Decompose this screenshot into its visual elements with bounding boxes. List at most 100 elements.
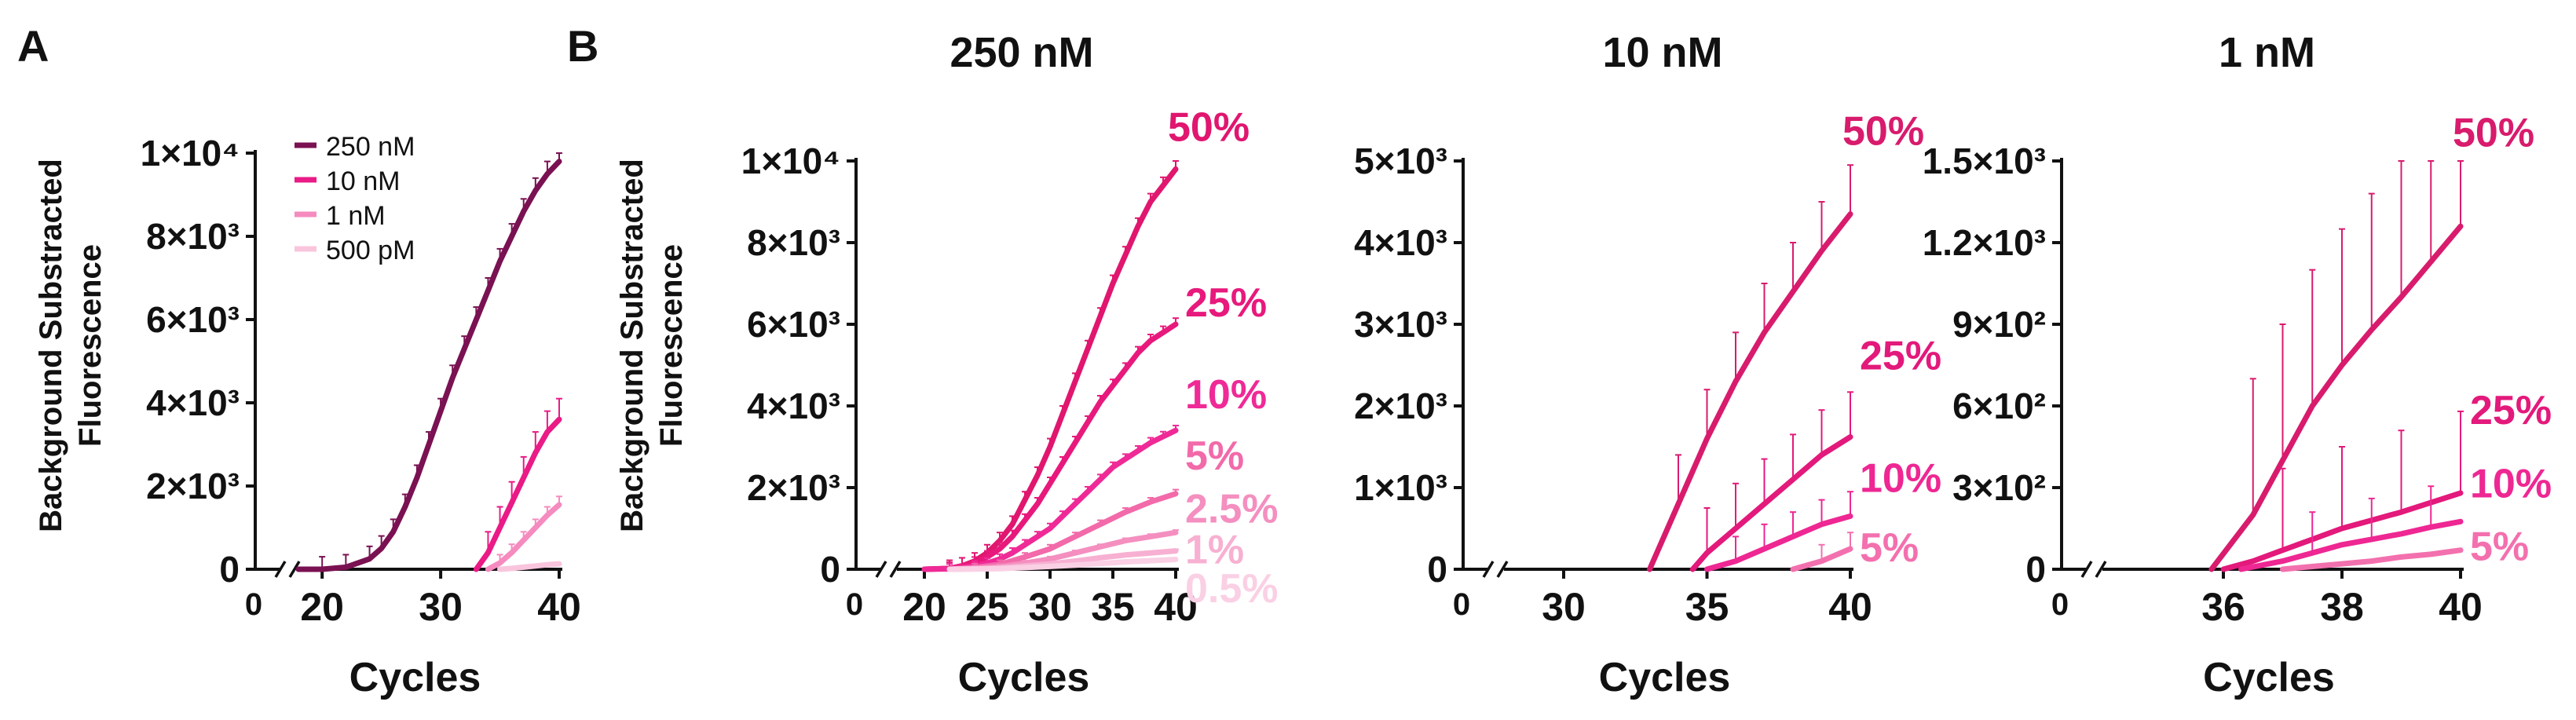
chart-b2-series-label: 25% xyxy=(1860,334,1941,379)
chart-b1-series-label: 25% xyxy=(1185,280,1267,326)
chart-b3-y-tick-label: 3×10² xyxy=(1952,467,2046,508)
chart-b3-series-line xyxy=(2238,518,2464,572)
chart-b1-axis-break-mark xyxy=(889,561,902,578)
chart-a-x-tick-label: 20 xyxy=(300,585,344,629)
chart-a-series-line xyxy=(485,502,562,572)
chart-panel-a: 0 2×10³ 4×10³ 6×10³ 8×10³ 1×10⁴ 0 20 30 40 Cycles 2… xyxy=(141,132,581,700)
chart-a-series-line xyxy=(473,416,562,572)
y-axis-label-a-line2: Fluorescence xyxy=(73,244,108,447)
chart-a-y-tick-label: 6×10³ xyxy=(146,299,240,340)
chart-b2-x-tick-label: 30 xyxy=(1542,585,1586,629)
chart-b1-series-label: 10% xyxy=(1185,372,1267,418)
chart-b3-series-line xyxy=(2220,490,2464,572)
chart-panel-b-250nm: 250 nM 0 2×10³ 4×10³ 6×10³ 8×10³ 1×10⁴ 0 20 25 30 3… xyxy=(741,29,1279,700)
chart-b2-x-tick-label: 40 xyxy=(1828,585,1872,629)
chart-b3-y-tick-label: 6×10² xyxy=(1952,386,2046,426)
chart-b1-y-tick-label: 6×10³ xyxy=(747,304,840,345)
chart-b1-x-tick-label: 40 xyxy=(1154,585,1198,629)
chart-b3-y-tick-label: 9×10² xyxy=(1952,304,2046,345)
y-axis-label-a-line1: Background Substracted xyxy=(34,159,68,532)
chart-b1-x-tick-label: 35 xyxy=(1091,585,1135,629)
chart-b2-y-tick-label: 4×10³ xyxy=(1354,222,1447,263)
chart-b3-x-tick-label: 40 xyxy=(2439,585,2483,629)
y-axis-label-b-line2: Fluorescence xyxy=(654,244,689,447)
chart-b1-x-axis-label: Cycles xyxy=(958,655,1090,700)
chart-b2-x-axis-label: Cycles xyxy=(1599,655,1731,700)
chart-b3-series-line xyxy=(2208,223,2464,572)
chart-b3-axis-break-mark xyxy=(2080,561,2093,578)
chart-b3-x-tick-label: 38 xyxy=(2320,585,2364,629)
chart-a-series-line xyxy=(497,561,562,572)
chart-a-legend-label: 500 pM xyxy=(326,236,415,265)
chart-a-y-tick-label: 4×10³ xyxy=(146,382,240,423)
chart-a-series-line xyxy=(295,159,562,572)
chart-a-x-axis-label: Cycles xyxy=(349,655,481,700)
chart-b3-y-tick-label: 1.2×10³ xyxy=(1923,222,2046,263)
chart-b3-x-zero-label: 0 xyxy=(2051,587,2069,622)
chart-b2-series-line xyxy=(1689,434,1853,572)
chart-b1-series-label: 2.5% xyxy=(1185,487,1279,532)
chart-b1-x-zero-label: 0 xyxy=(846,587,863,622)
chart-b3-y-tick-label: 1.5×10³ xyxy=(1923,141,2046,181)
chart-b2-title: 10 nM xyxy=(1602,29,1722,76)
chart-a-y-tick-label: 1×10⁴ xyxy=(141,133,240,174)
chart-b2-y-tick-label: 5×10³ xyxy=(1354,141,1447,181)
chart-a-y-tick-label: 0 xyxy=(219,549,240,590)
chart-a-legend-label: 10 nM xyxy=(326,166,401,196)
y-axis-label-b-line1: Background Substracted xyxy=(615,159,649,532)
chart-b3-series-label: 25% xyxy=(2470,388,2552,433)
chart-a-axis-break-mark xyxy=(288,561,301,578)
panel-label-b: B xyxy=(567,21,598,71)
chart-panel-b-1nm: 1 nM 0 3×10² 6×10² 9×10² 1.2×10³ 1.5×10³ 0 36 38 4… xyxy=(1923,29,2552,700)
chart-a-x-zero-label: 0 xyxy=(245,587,262,622)
chart-b2-x-zero-label: 0 xyxy=(1453,587,1470,622)
chart-b2-y-tick-label: 3×10³ xyxy=(1354,304,1447,345)
chart-b1-series-label: 50% xyxy=(1168,104,1250,150)
chart-b1-y-tick-label: 1×10⁴ xyxy=(741,141,840,181)
chart-a-legend-label: 250 nM xyxy=(326,132,415,162)
chart-b3-series-label: 10% xyxy=(2470,462,2552,507)
chart-a-x-tick-label: 30 xyxy=(419,585,463,629)
chart-b1-series-line xyxy=(921,321,1179,572)
chart-b2-y-tick-label: 0 xyxy=(1427,549,1447,590)
chart-a-axis-break-mark xyxy=(274,561,287,578)
chart-b3-y-tick-label: 0 xyxy=(2025,549,2046,590)
chart-b1-y-tick-label: 8×10³ xyxy=(747,222,840,263)
chart-b2-y-tick-label: 1×10³ xyxy=(1354,467,1447,508)
chart-b2-x-tick-label: 35 xyxy=(1685,585,1729,629)
chart-b2-y-tick-label: 2×10³ xyxy=(1354,386,1447,426)
chart-b1-series-label: 1% xyxy=(1185,528,1244,573)
chart-b3-x-tick-label: 36 xyxy=(2201,585,2245,629)
chart-b1-series-line xyxy=(946,557,1179,572)
chart-b1-series-label: 0.5% xyxy=(1185,566,1279,612)
chart-b1-y-tick-label: 2×10³ xyxy=(747,467,840,508)
chart-b3-axis-break-mark xyxy=(2095,561,2107,578)
chart-b1-y-tick-label: 0 xyxy=(820,549,840,590)
chart-b2-series-label: 5% xyxy=(1860,525,1919,571)
chart-b1-series-line xyxy=(921,427,1179,572)
chart-b3-x-axis-label: Cycles xyxy=(2203,655,2335,700)
chart-b2-series-label: 50% xyxy=(1842,109,1924,155)
chart-b3-series-label: 50% xyxy=(2453,110,2534,155)
chart-b3-series-label: 5% xyxy=(2470,524,2529,569)
chart-b2-axis-break-mark xyxy=(1482,561,1495,578)
chart-b2-axis-break-mark xyxy=(1496,561,1509,578)
chart-b1-x-tick-label: 20 xyxy=(902,585,946,629)
chart-b3-series-line xyxy=(2280,547,2464,572)
chart-panel-b-10nm: 10 nM 0 1×10³ 2×10³ 3×10³ 4×10³ 5×10³ 0 30 35 40 Cy… xyxy=(1354,29,1941,700)
chart-b1-series-label: 5% xyxy=(1185,433,1244,479)
chart-a-legend-label: 1 nM xyxy=(326,201,386,231)
chart-b2-series-line xyxy=(1704,513,1853,572)
chart-a-x-tick-label: 40 xyxy=(537,585,581,629)
chart-b3-title: 1 nM xyxy=(2219,29,2315,76)
chart-b1-title: 250 nM xyxy=(950,29,1093,76)
chart-a-y-tick-label: 2×10³ xyxy=(146,466,240,506)
chart-b1-axis-break-mark xyxy=(875,561,887,578)
chart-b1-y-tick-label: 4×10³ xyxy=(747,386,840,426)
chart-a-y-tick-label: 8×10³ xyxy=(146,216,240,257)
chart-b2-series-line xyxy=(1790,546,1853,572)
chart-b2-series-line xyxy=(1647,211,1853,572)
chart-b1-x-tick-label: 25 xyxy=(965,585,1009,629)
panel-label-a: A xyxy=(17,21,49,71)
